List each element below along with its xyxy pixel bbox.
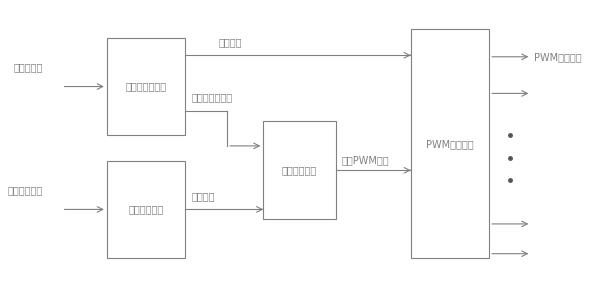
- FancyBboxPatch shape: [106, 160, 185, 258]
- Text: 参考波分解环节: 参考波分解环节: [125, 81, 166, 92]
- Text: 载波周期信号: 载波周期信号: [7, 185, 43, 195]
- Text: 集中比较环节: 集中比较环节: [282, 165, 317, 175]
- Text: 载波生成环节: 载波生成环节: [128, 204, 163, 214]
- Text: 参考波信号: 参考波信号: [13, 62, 43, 72]
- FancyBboxPatch shape: [411, 29, 489, 258]
- Text: 载波信号: 载波信号: [191, 191, 215, 201]
- Text: 层级信号: 层级信号: [218, 37, 241, 47]
- FancyBboxPatch shape: [263, 122, 336, 219]
- FancyBboxPatch shape: [106, 38, 185, 135]
- Text: 集中PWM信号: 集中PWM信号: [342, 155, 389, 165]
- Text: PWM输出信号: PWM输出信号: [534, 52, 582, 62]
- Text: 参考波分解信号: 参考波分解信号: [191, 92, 232, 103]
- Text: PWM分配环节: PWM分配环节: [427, 139, 474, 149]
